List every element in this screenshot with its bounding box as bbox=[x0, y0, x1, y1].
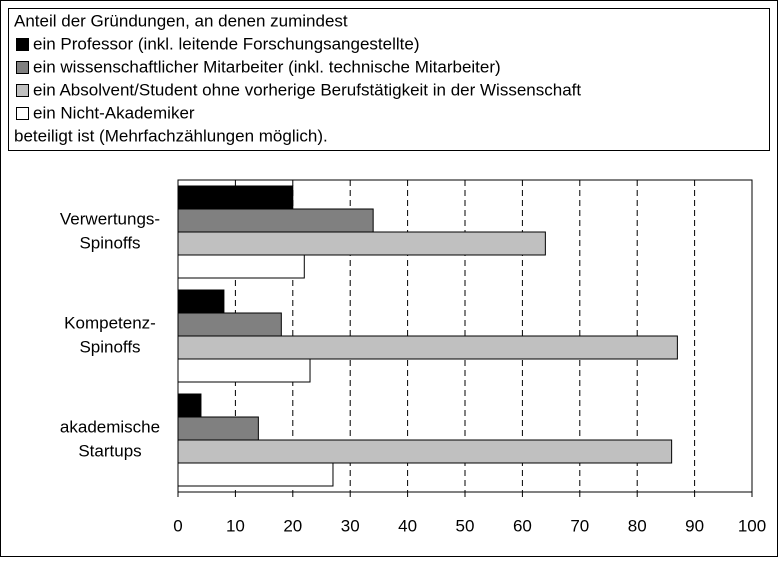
legend-swatch bbox=[16, 107, 29, 120]
x-tick-label: 0 bbox=[173, 516, 182, 535]
y-tick-label: Spinoffs bbox=[79, 233, 140, 252]
bar bbox=[177, 254, 305, 279]
x-tick-label: 30 bbox=[341, 516, 360, 535]
legend-note: beteiligt ist (Mehrfachzählungen möglich… bbox=[14, 126, 328, 145]
x-tick-label: 90 bbox=[685, 516, 704, 535]
bar bbox=[177, 439, 673, 464]
bar bbox=[177, 289, 225, 314]
x-tick-label: 60 bbox=[513, 516, 532, 535]
y-tick-label: akademische bbox=[60, 417, 160, 436]
bar bbox=[177, 416, 259, 441]
bar bbox=[177, 393, 202, 418]
y-tick-label: Kompetenz- bbox=[64, 313, 156, 332]
bar bbox=[177, 208, 374, 233]
x-tick-label: 10 bbox=[226, 516, 245, 535]
x-tick-label: 70 bbox=[570, 516, 589, 535]
y-tick-label: Startups bbox=[78, 441, 141, 460]
bar bbox=[177, 185, 294, 210]
legend-label: ein Professor (inkl. leitende Forschungs… bbox=[33, 34, 419, 53]
bar bbox=[177, 462, 334, 487]
legend-label: ein Absolvent/Student ohne vorherige Ber… bbox=[33, 80, 581, 99]
legend-title: Anteil der Gründungen, an denen zumindes… bbox=[14, 11, 348, 30]
bar bbox=[177, 335, 678, 360]
legend-label: ein wissenschaftlicher Mitarbeiter (inkl… bbox=[33, 57, 501, 76]
legend-label: ein Nicht-Akademiker bbox=[33, 103, 195, 122]
y-tick-label: Verwertungs- bbox=[60, 209, 160, 228]
y-tick-label: Spinoffs bbox=[79, 337, 140, 356]
bar bbox=[177, 358, 311, 383]
legend-swatch bbox=[16, 84, 29, 97]
x-tick-label: 100 bbox=[738, 516, 766, 535]
legend-swatch bbox=[16, 38, 29, 51]
legend-box bbox=[8, 8, 770, 151]
bar bbox=[177, 312, 282, 337]
x-tick-label: 40 bbox=[398, 516, 417, 535]
bar bbox=[177, 231, 546, 256]
x-tick-label: 50 bbox=[456, 516, 475, 535]
x-tick-label: 80 bbox=[628, 516, 647, 535]
x-tick-label: 20 bbox=[283, 516, 302, 535]
legend-swatch bbox=[16, 61, 29, 74]
